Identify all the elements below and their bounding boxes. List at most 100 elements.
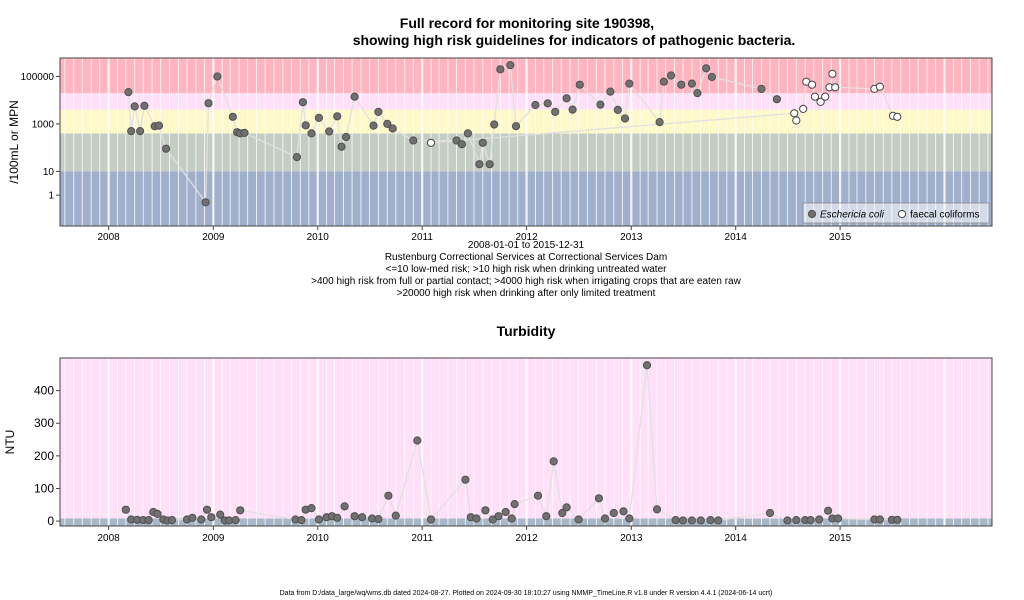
x-tick-label: 2009 xyxy=(202,533,225,544)
turbidity-point xyxy=(834,514,843,523)
ecoli-point xyxy=(463,129,472,138)
ecoli-point xyxy=(201,198,210,207)
ecoli-point xyxy=(240,128,249,137)
turbidity-point xyxy=(481,506,490,515)
turbidity-point xyxy=(510,500,519,509)
ecoli-point xyxy=(333,112,342,121)
ecoli-point xyxy=(490,120,499,129)
x-tick-label: 2011 xyxy=(411,232,433,243)
turbidity-point xyxy=(507,514,516,523)
footer-note: Data from D:/data_large/wq/wms.db dated … xyxy=(280,590,773,597)
turbidity-point xyxy=(472,514,481,523)
turbidity-point xyxy=(792,516,801,525)
ecoli-point xyxy=(457,140,466,149)
turbidity-point xyxy=(202,505,212,514)
ecoli-point xyxy=(298,98,307,107)
ecoli-point xyxy=(307,129,316,138)
bacteria-points xyxy=(124,61,902,207)
turbidity-point xyxy=(374,515,383,524)
faecal-coliforms-point xyxy=(875,82,885,91)
ecoli-point xyxy=(659,77,669,86)
ecoli-point xyxy=(707,72,717,82)
y-tick-label: 200 xyxy=(34,449,54,463)
turbidity-y-ticks: 0 100 200 300 400 xyxy=(34,384,60,528)
turbidity-point xyxy=(236,506,245,515)
turbidity-title: Turbidity xyxy=(497,323,556,339)
legend-fc-label: faecal coliforms xyxy=(910,210,979,221)
faecal-coliforms-point xyxy=(816,97,825,107)
ecoli-point xyxy=(374,107,383,117)
caption-line-3: >400 high risk from full or partial cont… xyxy=(311,276,741,287)
ecoli-point xyxy=(383,119,392,129)
turbidity-point xyxy=(121,505,130,514)
ecoli-point xyxy=(543,99,552,108)
y-tick-label: 10 xyxy=(43,167,55,178)
turbidity-point xyxy=(297,516,306,525)
ecoli-point xyxy=(204,99,213,108)
turbidity-point xyxy=(168,516,177,525)
ecoli-point xyxy=(568,105,577,114)
turbidity-point xyxy=(207,513,216,522)
ecoli-point xyxy=(485,160,494,169)
turbidity-point xyxy=(307,504,316,513)
y-tick-label: 100 xyxy=(34,481,54,495)
ecoli-point xyxy=(337,142,346,151)
x-tick-label: 2010 xyxy=(307,533,330,544)
ecoli-point xyxy=(511,122,521,131)
ecoli-point xyxy=(325,127,334,136)
turbidity-point xyxy=(333,513,342,522)
faecal-coliforms-point xyxy=(792,116,801,125)
figure-title-line1: Full record for monitoring site 190398, xyxy=(400,15,654,31)
turbidity-point xyxy=(714,516,723,525)
turbidity-point xyxy=(625,514,634,523)
x-tick-label: 2014 xyxy=(725,232,748,243)
ecoli-point xyxy=(162,144,171,153)
ecoli-point xyxy=(369,121,378,130)
turbidity-point xyxy=(893,515,902,524)
y-tick-label: 1000 xyxy=(32,119,55,130)
turbidity-point xyxy=(671,516,680,525)
turbidity-point xyxy=(875,515,885,524)
ecoli-point xyxy=(301,121,310,130)
faecal-coliforms-point xyxy=(821,92,830,101)
legend-fc-marker xyxy=(897,209,907,219)
ecoli-point xyxy=(693,89,702,98)
x-tick-label: 2015 xyxy=(829,232,852,243)
legend-ecoli-marker xyxy=(807,209,817,219)
ecoli-point xyxy=(124,88,133,97)
ecoli-point xyxy=(506,61,515,70)
ecoli-point xyxy=(154,121,164,130)
x-tick-label: 2010 xyxy=(307,232,330,243)
turbidity-y-axis-label: NTU xyxy=(3,430,17,455)
turbidity-point xyxy=(314,515,323,524)
x-tick-label: 2015 xyxy=(829,533,852,544)
caption-line-2: <=10 low-med risk; >10 high risk when dr… xyxy=(386,264,668,275)
turbidity-point xyxy=(461,475,470,484)
turbidity-points xyxy=(121,361,902,525)
ecoli-point xyxy=(478,138,487,147)
ecoli-point xyxy=(772,95,782,104)
ecoli-point xyxy=(575,80,584,89)
figure-title-line2: showing high risk guidelines for indicat… xyxy=(353,32,796,48)
turbidity-point xyxy=(231,516,240,525)
turbidity-point xyxy=(815,515,824,524)
ecoli-point xyxy=(228,112,237,121)
ecoli-point xyxy=(606,87,615,96)
y-tick-label: 0 xyxy=(47,514,54,528)
ecoli-point xyxy=(551,107,560,117)
ecoli-point xyxy=(127,127,136,136)
y-tick-label: 1 xyxy=(48,191,54,202)
turbidity-point xyxy=(594,494,604,503)
turbidity-point xyxy=(533,491,543,500)
ecoli-point xyxy=(677,80,686,89)
bacteria-x-ticks: 2008 2009 2010 2011 2012 2013 2014 2015 xyxy=(98,226,852,243)
x-tick-label: 2014 xyxy=(725,533,748,544)
caption: 2008-01-01 to 2015-12-31 Rustenburg Corr… xyxy=(311,240,741,299)
caption-line-4: >20000 high risk when drinking after onl… xyxy=(397,288,656,299)
turbidity-point xyxy=(542,512,551,521)
faecal-coliforms-point xyxy=(426,138,436,147)
turbidity-point xyxy=(384,491,393,500)
legend-box xyxy=(802,202,990,224)
